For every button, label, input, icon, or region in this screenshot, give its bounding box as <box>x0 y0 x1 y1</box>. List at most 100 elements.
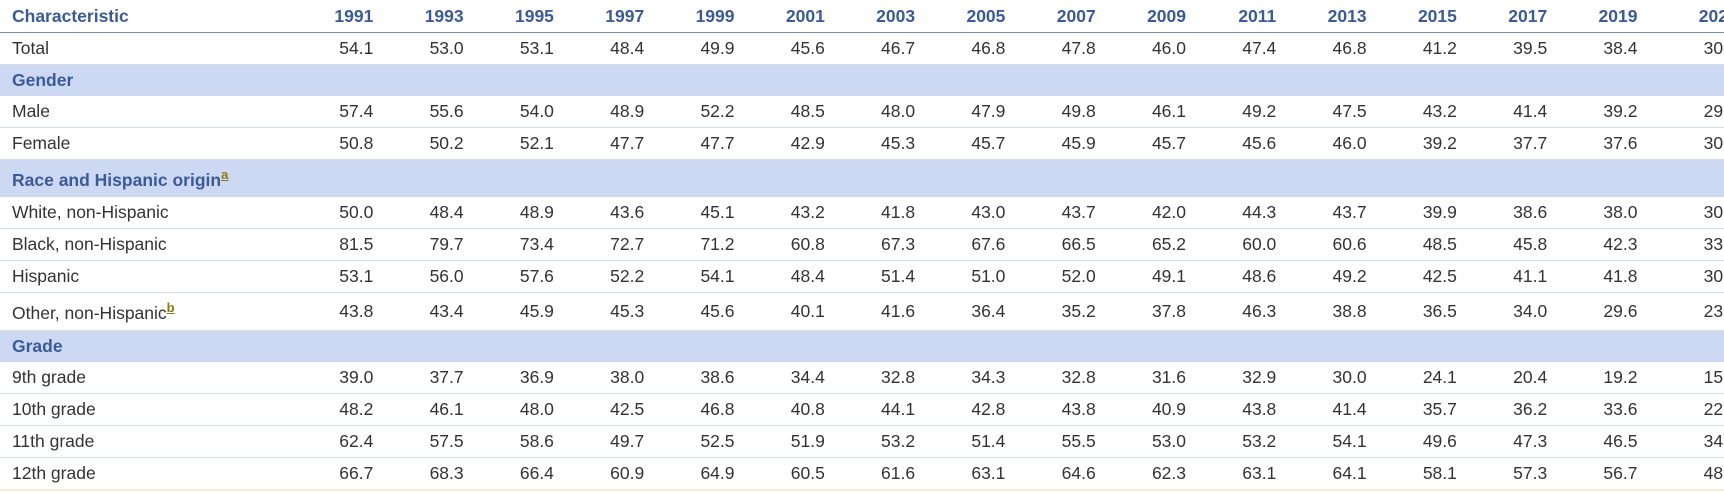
section-label: Gender <box>0 64 1724 96</box>
cell: 53.0 <box>380 32 471 65</box>
cell: 45.3 <box>560 292 652 331</box>
cell: 43.2 <box>1373 96 1464 128</box>
cell: 52.2 <box>560 260 652 293</box>
cell: 51.0 <box>922 260 1013 293</box>
cell: 36.2 <box>1463 393 1555 426</box>
cell: 39.2 <box>1554 96 1645 128</box>
cell: 60.9 <box>560 457 652 491</box>
column-header: 2015 <box>1373 0 1464 33</box>
cell: 45.6 <box>651 292 742 331</box>
cell: 46.0 <box>1102 32 1193 65</box>
cell: 66.5 <box>1012 228 1103 261</box>
section-row: Race and Hispanic origina <box>0 159 1724 197</box>
cell: 39.2 <box>1373 127 1464 160</box>
cell: 62.4 <box>290 425 381 458</box>
cell: 45.7 <box>1102 127 1193 160</box>
cell: 57.4 <box>290 96 381 128</box>
cell: 41.6 <box>831 292 923 331</box>
cell: 48.4 <box>380 197 471 229</box>
cell: 42.8 <box>922 393 1013 426</box>
cell: 43.0 <box>922 197 1013 229</box>
cell: 33. <box>1644 228 1724 261</box>
section-label: Race and Hispanic origina <box>0 159 1724 197</box>
cell: 60.8 <box>741 228 832 261</box>
cell: 48.9 <box>470 197 561 229</box>
cell: 57.5 <box>380 425 471 458</box>
cell: 54.1 <box>290 32 381 65</box>
cell: 48.5 <box>1373 228 1464 261</box>
cell: 46.0 <box>1283 127 1374 160</box>
cell: 33.6 <box>1554 393 1645 426</box>
cell: 35.7 <box>1373 393 1464 426</box>
cell: 49.2 <box>1193 96 1284 128</box>
cell: 35.2 <box>1012 292 1103 331</box>
cell: 64.1 <box>1283 457 1374 491</box>
data-row: 10th grade 48.2 46.1 48.0 42.5 46.8 40.8 44.1 42… <box>0 393 1724 426</box>
cell: 30. <box>1644 32 1724 65</box>
cell: 30. <box>1644 197 1724 229</box>
cell: 38.6 <box>1463 197 1555 229</box>
cell: 45.1 <box>651 197 742 229</box>
cell: 53.2 <box>1193 425 1284 458</box>
data-row: 12th grade 66.7 68.3 66.4 60.9 64.9 60.5 61.6 63… <box>0 457 1724 491</box>
column-header: 2007 <box>1012 0 1103 33</box>
cell: 45.6 <box>1193 127 1284 160</box>
section-text: Gender <box>12 70 74 90</box>
cell: 49.7 <box>560 425 652 458</box>
row-label-text: Female <box>12 133 71 153</box>
cell: 20.4 <box>1463 362 1555 394</box>
cell: 41.8 <box>1554 260 1645 293</box>
cell: 45.8 <box>1463 228 1555 261</box>
cell: 54.1 <box>1283 425 1374 458</box>
cell: 34.3 <box>922 362 1013 394</box>
cell: 39.0 <box>290 362 381 394</box>
cell: 63.1 <box>1193 457 1284 491</box>
row-label: Hispanic <box>0 260 291 293</box>
footnote-link[interactable]: b <box>166 299 175 315</box>
cell: 46.8 <box>922 32 1013 65</box>
cell: 49.1 <box>1102 260 1193 293</box>
row-label-text: 11th grade <box>12 431 95 451</box>
cell: 56.0 <box>380 260 471 293</box>
column-header: 2003 <box>831 0 923 33</box>
data-row: 11th grade 62.4 57.5 58.6 49.7 52.5 51.9 53.2 51… <box>0 425 1724 458</box>
cell: 46.1 <box>380 393 471 426</box>
cell: 41.8 <box>831 197 923 229</box>
column-header: Characteristic <box>0 0 291 33</box>
cell: 36.5 <box>1373 292 1464 331</box>
row-label-text: Male <box>12 101 50 121</box>
cell: 38.8 <box>1283 292 1374 331</box>
cell: 48.9 <box>560 96 652 128</box>
row-label-text: 10th grade <box>12 399 96 419</box>
cell: 57.6 <box>470 260 561 293</box>
cell: 37.7 <box>380 362 471 394</box>
row-label-text: Hispanic <box>12 266 80 286</box>
row-label: 11th grade <box>0 425 291 458</box>
section-row: Grade <box>0 330 1724 362</box>
row-label: 10th grade <box>0 393 291 426</box>
cell: 54.0 <box>470 96 561 128</box>
footnote-link[interactable]: a <box>221 166 229 182</box>
cell: 45.9 <box>1012 127 1103 160</box>
cell: 46.7 <box>831 32 923 65</box>
cell: 66.4 <box>470 457 561 491</box>
cell: 19.2 <box>1554 362 1645 394</box>
cell: 66.7 <box>290 457 381 491</box>
cell: 38.4 <box>1554 32 1645 65</box>
cell: 62.3 <box>1102 457 1193 491</box>
cell: 30.0 <box>1283 362 1374 394</box>
row-label-text: 9th grade <box>12 367 86 387</box>
column-header: 2017 <box>1463 0 1555 33</box>
cell: 63.1 <box>922 457 1013 491</box>
cell: 48.4 <box>741 260 832 293</box>
cell: 46.8 <box>1283 32 1374 65</box>
cell: 37.7 <box>1463 127 1555 160</box>
cell: 46.8 <box>651 393 742 426</box>
cell: 48.0 <box>470 393 561 426</box>
cell: 41.4 <box>1463 96 1555 128</box>
cell: 31.6 <box>1102 362 1193 394</box>
row-label: Male <box>0 96 291 128</box>
row-label-text: White, non-Hispanic <box>12 202 169 222</box>
cell: 23. <box>1644 292 1724 331</box>
